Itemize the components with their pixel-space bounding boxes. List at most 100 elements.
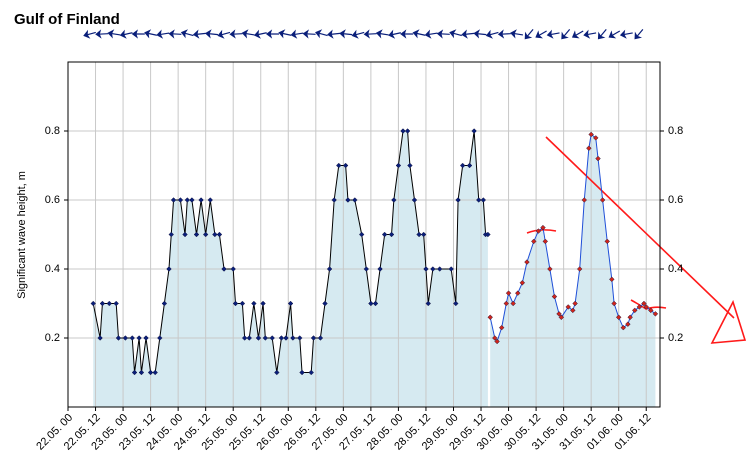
wind-arrow	[131, 29, 145, 39]
data-point	[241, 335, 248, 341]
data-point	[322, 300, 328, 307]
data-point	[416, 231, 422, 238]
wind-arrow	[388, 29, 401, 39]
data-point	[310, 335, 317, 341]
wind-arrow	[400, 29, 414, 39]
data-point	[604, 238, 610, 245]
wind-arrow	[253, 29, 267, 39]
wind-arrow	[107, 29, 121, 39]
wind-arrow	[571, 30, 584, 39]
data-point	[436, 266, 443, 272]
wind-arrow	[461, 29, 475, 39]
wind-arrow	[83, 29, 96, 39]
data-point	[129, 335, 136, 341]
data-point	[269, 335, 275, 341]
data-point	[326, 266, 333, 272]
data-point	[570, 307, 576, 314]
data-point	[581, 197, 588, 203]
data-point	[212, 231, 218, 238]
y-tick-label: 0.2	[45, 332, 60, 344]
data-point	[641, 300, 647, 307]
data-point	[336, 162, 342, 169]
data-point	[342, 162, 349, 169]
data-point	[551, 293, 558, 300]
wind-arrow	[315, 29, 328, 39]
data-point	[407, 162, 413, 169]
wind-arrow	[597, 29, 607, 40]
wind-arrow	[510, 29, 524, 39]
data-point	[352, 197, 358, 203]
data-point	[448, 266, 454, 272]
data-point	[459, 162, 466, 169]
data-point	[505, 290, 512, 296]
data-point	[420, 231, 427, 238]
annotation-mark	[630, 299, 667, 310]
data-point	[480, 197, 487, 203]
data-point	[106, 300, 113, 307]
wind-arrow	[339, 29, 353, 39]
data-point	[99, 300, 106, 307]
data-point	[230, 266, 236, 272]
wind-arrow	[619, 29, 633, 39]
data-point	[636, 304, 643, 310]
data-point	[404, 128, 411, 134]
wind-arrow	[229, 29, 243, 39]
data-point	[363, 266, 370, 272]
wind-arrow	[497, 29, 511, 39]
data-point	[556, 311, 562, 317]
data-point	[131, 369, 138, 376]
y-axis-label: Significant wave height, m	[16, 171, 28, 299]
data-point	[588, 131, 594, 138]
data-point	[308, 369, 314, 376]
annotation	[526, 136, 747, 344]
wind-arrow	[278, 29, 292, 39]
y-tick-label-right: 0.2	[668, 332, 683, 344]
data-point	[627, 314, 633, 321]
data-point	[287, 300, 294, 307]
data-point	[586, 145, 592, 152]
data-point	[395, 162, 402, 169]
data-point	[299, 369, 305, 376]
data-point	[278, 335, 285, 341]
data-point	[485, 231, 491, 238]
data-point	[648, 307, 654, 314]
wind-arrow	[266, 29, 279, 39]
data-point	[625, 321, 631, 327]
data-point	[576, 266, 583, 272]
data-point	[184, 197, 191, 203]
data-point	[97, 335, 103, 341]
data-point	[453, 300, 459, 307]
data-point	[262, 335, 269, 341]
wind-arrow	[535, 30, 547, 39]
wind-arrow	[608, 30, 621, 39]
data-point	[643, 304, 649, 310]
data-point	[540, 224, 546, 231]
data-point	[358, 231, 365, 238]
data-point	[251, 300, 257, 307]
wind-arrow	[205, 29, 219, 39]
data-point	[136, 335, 142, 341]
grid	[67, 62, 660, 407]
data-point	[90, 300, 96, 307]
data-point	[246, 335, 253, 341]
data-point	[592, 135, 599, 141]
data-point	[207, 197, 214, 203]
wind-arrow	[180, 29, 194, 39]
y-tick-label: 0.4	[45, 263, 60, 275]
y-tick-label: 0.6	[45, 194, 60, 206]
data-point	[652, 311, 659, 317]
y-tick-label-right: 0.4	[668, 263, 683, 275]
data-point	[283, 335, 289, 341]
data-point	[331, 197, 337, 203]
data-point	[430, 266, 436, 272]
data-point	[510, 300, 516, 307]
data-point	[503, 300, 510, 307]
data-point	[221, 266, 227, 272]
data-point	[193, 231, 200, 238]
wind-arrow	[546, 29, 560, 39]
data-point	[168, 231, 175, 238]
data-point	[182, 231, 188, 238]
wind-arrow	[290, 29, 304, 39]
wind-arrow	[351, 29, 365, 39]
wind-arrow	[485, 29, 499, 39]
